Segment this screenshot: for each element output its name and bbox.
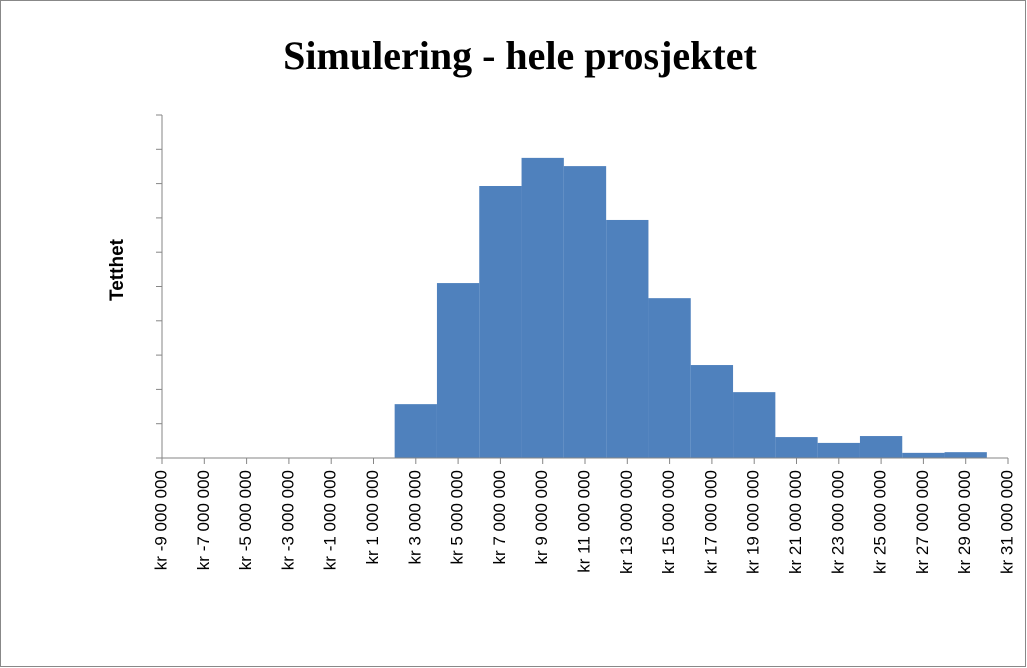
bar [394,404,437,458]
x-tick-label: kr 15 000 000 [659,470,678,574]
chart-title: Simulering - hele prosjektet [283,33,757,78]
x-tick-label: kr -5 000 000 [236,470,255,570]
bar [859,436,903,458]
x-tick-label: kr 31 000 000 [997,470,1016,574]
y-axis-label: Tetthet [107,238,128,301]
x-tick-label: kr 17 000 000 [701,470,720,574]
bar [521,157,564,458]
x-tick-label: kr -7 000 000 [194,470,213,570]
bar [902,452,945,458]
x-tick-label: kr 29 000 000 [955,470,974,574]
bar [648,298,691,458]
x-tick-label: kr 11 000 000 [574,470,593,573]
x-tick-label: kr 5 000 000 [448,470,467,565]
bar [733,392,776,458]
bar [436,283,480,458]
x-tick-label: kr -1 000 000 [321,470,340,570]
bar [690,365,734,458]
x-tick-label: kr -9 000 000 [151,470,170,570]
x-tick-label: kr 7 000 000 [490,470,509,565]
x-tick-label: kr 23 000 000 [828,470,847,574]
x-tick-label: kr 9 000 000 [532,470,551,565]
x-tick-label: kr 19 000 000 [744,470,763,574]
x-tick-label: kr 3 000 000 [405,470,424,565]
bar [606,219,649,458]
bar [479,186,522,458]
bar [563,166,607,458]
x-tick-label: kr 25 000 000 [871,470,890,574]
bar [775,437,818,458]
x-tick-label: kr 21 000 000 [786,470,805,574]
x-tick-label: kr 13 000 000 [617,470,636,574]
x-tick-label: kr 1 000 000 [363,470,382,565]
bar [817,442,860,458]
x-tick-label: kr -3 000 000 [278,470,297,570]
bar [944,452,987,458]
x-tick-label: kr 27 000 000 [913,470,932,574]
